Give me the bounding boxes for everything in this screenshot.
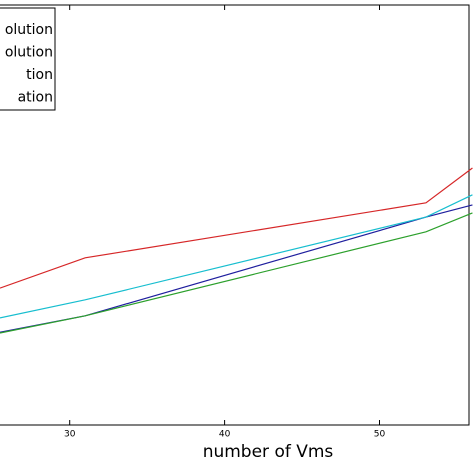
x-tick-label: 50	[374, 430, 386, 440]
plot-frame	[0, 4, 470, 426]
legend-box	[0, 7, 56, 111]
x-axis-label: number of Vms	[203, 442, 334, 462]
legend-label: olution	[5, 22, 53, 38]
x-tick-label: 30	[64, 430, 76, 440]
series-line	[0, 167, 473, 289]
legend-label: olution	[5, 45, 53, 61]
series-line	[0, 194, 473, 319]
x-tick-label: 40	[219, 430, 231, 440]
series-line	[0, 204, 473, 333]
series-line	[0, 212, 473, 334]
legend-label: tion	[26, 67, 53, 83]
legend-label: ation	[18, 90, 53, 106]
